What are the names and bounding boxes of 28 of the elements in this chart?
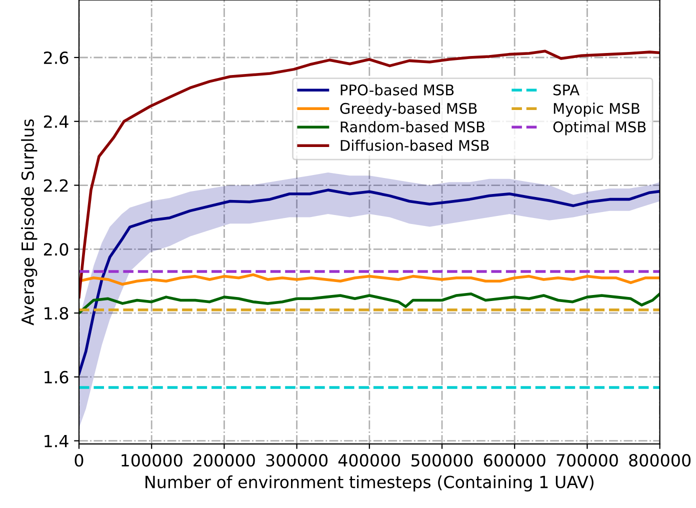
y-tick-label: 2.2 bbox=[44, 179, 68, 192]
x-tick-label: 200000 bbox=[194, 454, 255, 467]
y-tick-label: 2.6 bbox=[44, 51, 68, 64]
x-tick-label: 800000 bbox=[629, 454, 691, 467]
y-tick-label: 1.6 bbox=[44, 370, 68, 384]
y-tick-label: 1.8 bbox=[44, 306, 68, 320]
x-tick-label: 700000 bbox=[556, 454, 618, 467]
line-series bbox=[78, 292, 660, 314]
line-series bbox=[78, 188, 660, 376]
x-tick-label: 0 bbox=[74, 454, 84, 467]
y-tick-label: 2.4 bbox=[44, 115, 68, 128]
legend-label: Optimal MSB bbox=[553, 121, 646, 136]
y-axis-title: Average Episode Surplus bbox=[21, 119, 38, 326]
x-tick-label: 400000 bbox=[338, 454, 400, 467]
legend-label: PPO-based MSB bbox=[340, 84, 454, 96]
line-series bbox=[78, 50, 660, 298]
legend-label: Greedy-based MSB bbox=[340, 102, 477, 117]
x-axis-title: Number of environment timesteps (Containing 1 UAV) bbox=[146, 475, 594, 492]
x-tick-label: 100000 bbox=[122, 454, 182, 467]
y-tick-label: 2.0 bbox=[44, 243, 68, 256]
legend-label: Diffusion-based MSB bbox=[340, 140, 489, 151]
x-tick-label: 300000 bbox=[266, 454, 328, 467]
x-tick-label: 600000 bbox=[484, 454, 546, 467]
legend-label: Myopic MSB bbox=[554, 102, 640, 117]
legend-label: Random-based MSB bbox=[340, 121, 485, 132]
legend-label: SPA bbox=[553, 84, 580, 96]
y-tick-label: 1.4 bbox=[44, 434, 68, 448]
x-tick-label: 500000 bbox=[411, 454, 473, 467]
